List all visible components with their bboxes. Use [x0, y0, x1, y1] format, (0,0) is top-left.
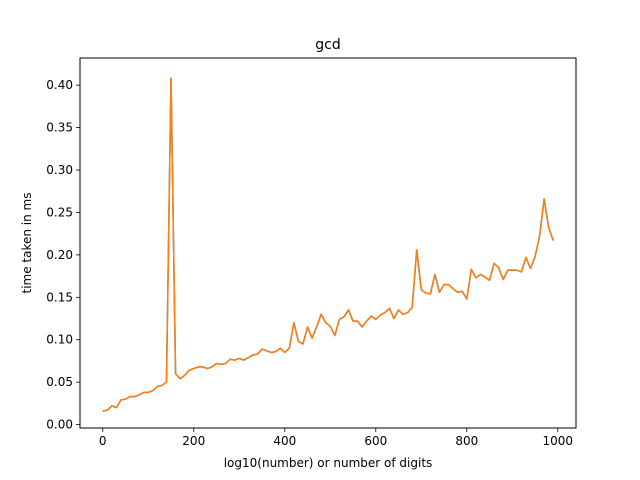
y-axis-label: time taken in ms [20, 192, 34, 293]
x-tick-label: 600 [364, 434, 387, 448]
x-tick-label: 200 [182, 434, 205, 448]
y-tick-label: 0.15 [46, 290, 73, 304]
series-line-2 [102, 77, 554, 412]
y-tick-label: 0.40 [46, 78, 73, 92]
x-tick-label: 1000 [543, 434, 574, 448]
plot-area [102, 77, 554, 412]
axes-frame [79, 57, 577, 429]
x-tick-label: 0 [99, 434, 107, 448]
y-tick-label: 0.20 [46, 248, 73, 262]
y-tick-label: 0.00 [46, 418, 73, 432]
y-tick-label: 0.30 [46, 163, 73, 177]
x-tick-label: 800 [455, 434, 478, 448]
y-tick-label: 0.35 [46, 121, 73, 135]
x-tick-label: 400 [273, 434, 296, 448]
chart-title: gcd [315, 37, 340, 53]
x-axis: 0 200 400 600 800 1000 [99, 428, 573, 448]
y-tick-label: 0.05 [46, 375, 73, 389]
x-axis-label: log10(number) or number of digits [224, 456, 433, 470]
y-axis: 0.00 0.05 0.10 0.15 0.20 0.25 0.30 0.35 0.40 [46, 78, 80, 432]
y-tick-label: 0.25 [46, 205, 73, 219]
y-tick-label: 0.10 [46, 333, 73, 347]
